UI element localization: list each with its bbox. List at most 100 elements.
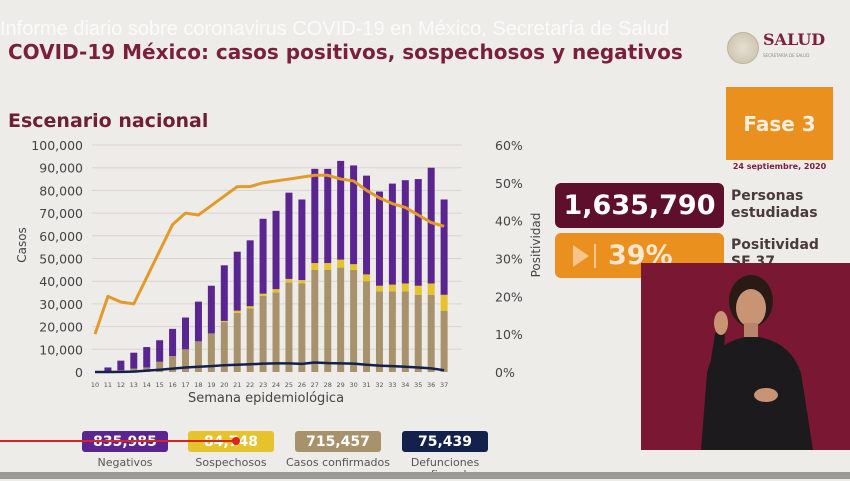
y2-tick-label: 60% [495, 138, 523, 153]
y-tick-label: 60,000 [39, 229, 83, 244]
logo-text: SALUD [763, 30, 826, 49]
bar-negativos [246, 240, 254, 307]
interpreter-figure [701, 275, 813, 450]
y-tick-label: 10,000 [39, 342, 83, 357]
bar-sospechosos [363, 274, 371, 282]
y-tick-label: 50,000 [39, 252, 83, 267]
y2-tick-label: 40% [495, 214, 523, 229]
bar-casos-confirmados [285, 282, 293, 372]
mexico-seal-icon [727, 32, 759, 64]
bar-casos-confirmados [130, 368, 138, 372]
bar-sospechosos [298, 280, 306, 284]
bar-casos-confirmados [298, 283, 306, 372]
broadcast-watermark: Informe diario sobre coronavirus COVID-1… [0, 18, 670, 40]
bar-negativos [401, 180, 409, 284]
bar-negativos [156, 340, 164, 362]
bar-sospechosos [233, 310, 241, 313]
legend-confirmed-value: 715,457 [295, 431, 381, 452]
report-date: 24 septiembre, 2020 [732, 162, 827, 171]
x-tick-label: 12 [117, 381, 125, 389]
y2-tick-label: 30% [495, 252, 523, 267]
bar-negativos [220, 265, 228, 321]
y2-tick-label: 20% [495, 289, 523, 304]
bar-casos-confirmados [350, 269, 358, 372]
studied-persons-label: Personas estudiadas [731, 188, 818, 221]
x-tick-label: 30 [349, 381, 357, 389]
bar-negativos [272, 210, 280, 290]
bar-negativos [207, 285, 215, 334]
play-arrow-icon [573, 244, 589, 267]
bar-casos-confirmados [401, 291, 409, 372]
bar-negativos [194, 301, 202, 342]
x-tick-label: 10 [91, 381, 99, 389]
bar-sospechosos [440, 294, 448, 311]
bar-sospechosos [401, 283, 409, 292]
x-tick-label: 29 [337, 381, 345, 389]
bar-negativos [350, 165, 358, 265]
video-bottom-strip [0, 472, 850, 479]
y-tick-label: 70,000 [39, 206, 83, 221]
bar-casos-confirmados [156, 361, 164, 372]
bar-negativos [169, 328, 177, 357]
bar-casos-confirmados [220, 322, 228, 372]
cases-chart: 0 10,000 20,000 30,000 40,000 50,000 60,000 70,… [15, 138, 543, 406]
bar-casos-confirmados [233, 312, 241, 372]
bar-sospechosos [414, 285, 422, 295]
bar-casos-confirmados [272, 292, 280, 372]
bar-sospechosos [311, 263, 319, 270]
line-defunciones-confirmadas [95, 361, 445, 374]
x-tick-label: 17 [181, 381, 189, 389]
y-tick-label: 100,000 [31, 138, 83, 153]
y2-tick-label: 0% [495, 365, 515, 380]
x-tick-label: 20 [220, 381, 228, 389]
bar-negativos [427, 167, 435, 284]
bar-casos-confirmados [194, 341, 202, 372]
bar-sospechosos [220, 320, 228, 323]
bar-negativos [182, 317, 190, 350]
bar-negativos [117, 360, 125, 371]
x-tick-label: 32 [375, 381, 383, 389]
bar-casos-confirmados [388, 291, 396, 372]
sign-language-interpreter-video [641, 263, 850, 450]
positivity-kpi: 39% [555, 233, 724, 278]
video-progress-handle[interactable] [232, 437, 240, 445]
line-positividad [93, 173, 445, 335]
phase-badge: Fase 3 [726, 87, 833, 160]
bar-negativos [363, 175, 371, 275]
bar-casos-confirmados [363, 281, 371, 372]
bar-negativos [298, 199, 306, 281]
bar-casos-confirmados [246, 308, 254, 372]
x-tick-label: 35 [414, 381, 422, 389]
bar-casos-confirmados [375, 291, 383, 372]
bar-negativos [285, 192, 293, 279]
salud-logo: SALUD SECRETARÍA DE SALUD [727, 32, 825, 64]
chart-subtitle: Escenario nacional [8, 110, 209, 132]
y-tick-label: 40,000 [39, 274, 83, 289]
legend-negatives-label: Negativos [97, 456, 153, 469]
x-tick-label: 33 [388, 381, 396, 389]
bar-sospechosos [324, 263, 332, 270]
y-axis-label: Casos [15, 227, 29, 263]
x-tick-label: 22 [246, 381, 254, 389]
legend-confirmed-label: Casos confirmados [285, 456, 391, 469]
bar-negativos [311, 168, 319, 264]
x-tick-label: 16 [168, 381, 176, 389]
bar-negativos [233, 251, 241, 311]
x-tick-label: 28 [324, 381, 332, 389]
bar-negativos [143, 347, 151, 368]
x-tick-label: 31 [362, 381, 370, 389]
x-tick-label: 13 [130, 381, 138, 389]
y-tick-label: 80,000 [39, 183, 83, 198]
x-tick-label: 36 [427, 381, 435, 389]
x-tick-label: 26 [298, 381, 306, 389]
y2-axis-label: Positividad [529, 213, 543, 278]
legend-deaths-value: 75,439 [402, 431, 488, 452]
bar-negativos [440, 199, 448, 295]
bar-sospechosos [246, 306, 254, 309]
y-tick-label: 30,000 [39, 297, 83, 312]
video-progress-bar[interactable] [0, 440, 236, 442]
bar-sospechosos [388, 284, 396, 292]
bar-sospechosos [350, 264, 358, 270]
bar-negativos [324, 168, 332, 264]
bar-casos-confirmados [311, 269, 319, 372]
